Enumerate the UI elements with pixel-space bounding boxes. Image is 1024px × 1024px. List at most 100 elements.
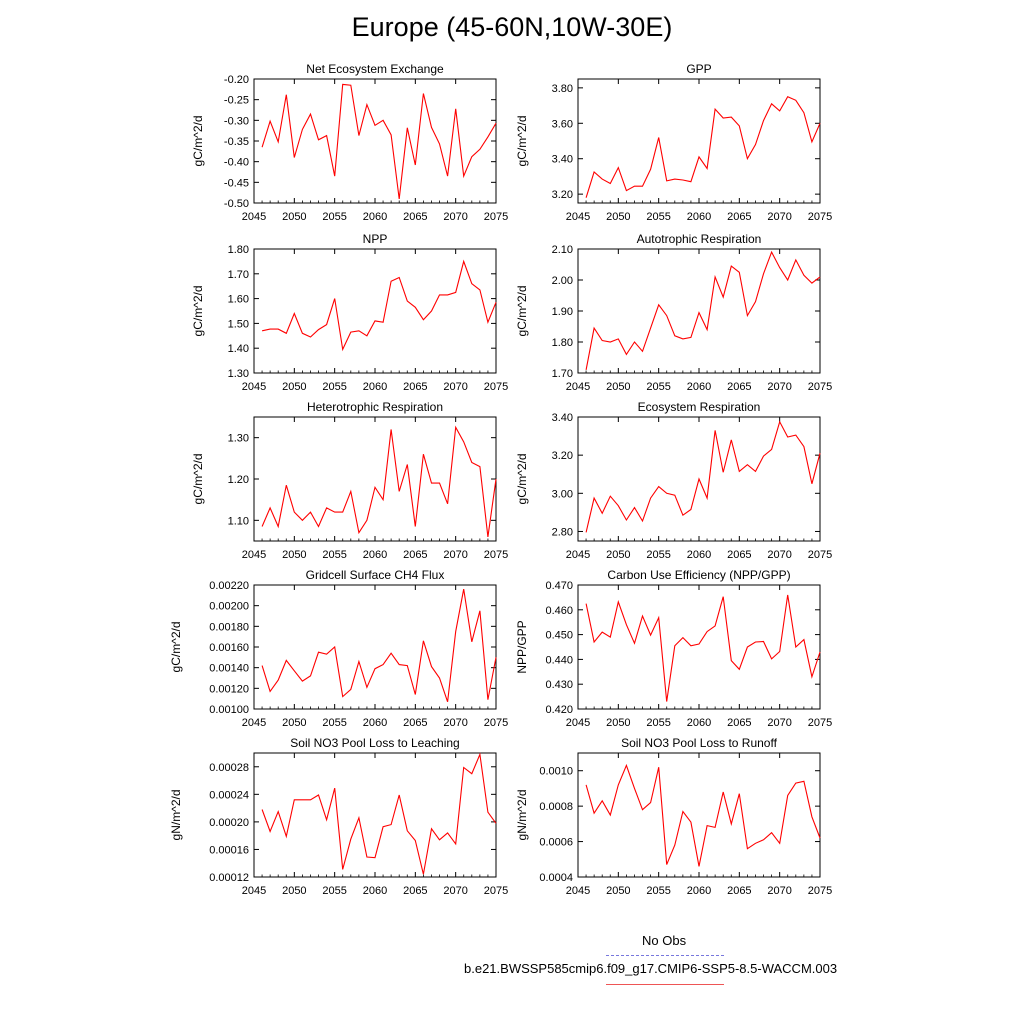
y-tick-label: 0.0010 bbox=[539, 766, 573, 778]
x-tick-label: 2075 bbox=[484, 717, 508, 729]
x-tick-label: 2075 bbox=[808, 549, 832, 561]
x-tick-label: 2045 bbox=[242, 717, 266, 729]
x-tick-label: 2065 bbox=[727, 211, 751, 223]
panel-title: Heterotrophic Respiration bbox=[307, 400, 443, 414]
y-tick-label: 3.20 bbox=[552, 450, 573, 462]
y-tick-label: 1.10 bbox=[228, 515, 249, 527]
y-tick-label: 0.00160 bbox=[209, 642, 249, 654]
x-tick-label: 2070 bbox=[767, 549, 791, 561]
x-tick-label: 2075 bbox=[484, 211, 508, 223]
y-tick-label: 2.00 bbox=[552, 275, 573, 287]
x-tick-label: 2070 bbox=[767, 717, 791, 729]
y-tick-label: 0.00200 bbox=[209, 601, 249, 613]
x-tick-label: 2055 bbox=[646, 549, 670, 561]
plot-frame bbox=[577, 78, 821, 204]
x-tick-label: 2060 bbox=[363, 717, 387, 729]
series-line bbox=[261, 425, 497, 537]
y-tick-label: 0.460 bbox=[545, 605, 573, 617]
y-tick-label: 1.70 bbox=[228, 269, 249, 281]
x-tick-label: 2050 bbox=[606, 885, 630, 897]
x-tick-label: 2045 bbox=[242, 549, 266, 561]
x-tick-label: 2070 bbox=[443, 211, 467, 223]
x-tick-label: 2060 bbox=[687, 549, 711, 561]
x-tick-label: 2055 bbox=[646, 885, 670, 897]
y-tick-label: 0.0008 bbox=[539, 801, 573, 813]
series-line bbox=[261, 752, 497, 875]
y-axis-label: gC/m^2/d bbox=[191, 454, 205, 505]
series-line bbox=[585, 420, 821, 533]
x-tick-label: 2060 bbox=[687, 717, 711, 729]
y-tick-label: -0.40 bbox=[224, 157, 249, 169]
y-tick-label: 0.470 bbox=[545, 580, 573, 592]
x-tick-label: 2055 bbox=[646, 211, 670, 223]
y-tick-label: 0.00024 bbox=[209, 789, 249, 801]
x-tick-label: 2045 bbox=[242, 211, 266, 223]
y-tick-label: 0.00020 bbox=[209, 817, 249, 829]
series-line bbox=[261, 259, 497, 352]
y-tick-label: 1.70 bbox=[552, 368, 573, 380]
y-tick-label: 2.80 bbox=[552, 526, 573, 538]
x-tick-label: 2050 bbox=[606, 381, 630, 393]
x-tick-label: 2075 bbox=[484, 549, 508, 561]
y-tick-label: 1.60 bbox=[228, 294, 249, 306]
panel-3: NPP 2045 2050 2055 2060 2065 2070 2075 1.30 1.40 1… bbox=[191, 232, 508, 393]
y-tick-label: 0.00140 bbox=[209, 663, 249, 675]
y-tick-label: -0.20 bbox=[224, 74, 249, 86]
x-tick-label: 2060 bbox=[363, 381, 387, 393]
x-tick-label: 2065 bbox=[727, 717, 751, 729]
x-tick-label: 2070 bbox=[767, 211, 791, 223]
y-axis-label: NPP/GPP bbox=[515, 620, 529, 673]
x-tick-label: 2055 bbox=[646, 381, 670, 393]
x-tick-label: 2055 bbox=[322, 381, 346, 393]
x-tick-label: 2070 bbox=[767, 885, 791, 897]
y-tick-label: 0.00028 bbox=[209, 762, 249, 774]
plot-frame bbox=[577, 584, 821, 710]
x-tick-label: 2055 bbox=[646, 717, 670, 729]
y-axis-label: gC/m^2/d bbox=[169, 622, 183, 673]
x-tick-label: 2050 bbox=[282, 717, 306, 729]
y-axis-label: gN/m^2/d bbox=[515, 790, 529, 841]
x-tick-label: 2050 bbox=[606, 549, 630, 561]
series-line bbox=[585, 763, 821, 867]
panel-7: Gridcell Surface CH4 Flux 2045 2050 2055 206… bbox=[169, 568, 508, 729]
x-tick-label: 2055 bbox=[322, 549, 346, 561]
panel-title: Net Ecosystem Exchange bbox=[306, 62, 444, 76]
panel-title: GPP bbox=[686, 62, 711, 76]
y-axis-label: gC/m^2/d bbox=[515, 286, 529, 337]
y-tick-label: 0.440 bbox=[545, 654, 573, 666]
panel-1: Net Ecosystem Exchange 2045 2050 2055 2060 20… bbox=[191, 62, 508, 223]
panel-title: Soil NO3 Pool Loss to Leaching bbox=[290, 736, 459, 750]
panel-5: Heterotrophic Respiration 2045 2050 2055 206… bbox=[191, 400, 508, 561]
x-tick-label: 2055 bbox=[322, 885, 346, 897]
y-tick-label: 1.90 bbox=[552, 306, 573, 318]
series-line bbox=[261, 588, 497, 702]
y-axis-label: gC/m^2/d bbox=[515, 116, 529, 167]
plot-frame bbox=[253, 584, 497, 710]
y-axis-label: gN/m^2/d bbox=[169, 790, 183, 841]
plot-frame bbox=[577, 248, 821, 374]
y-tick-label: -0.50 bbox=[224, 198, 249, 210]
x-tick-label: 2070 bbox=[443, 381, 467, 393]
y-tick-label: 0.00012 bbox=[209, 872, 249, 884]
plot-frame bbox=[577, 752, 821, 878]
y-axis-label: gC/m^2/d bbox=[191, 116, 205, 167]
x-tick-label: 2070 bbox=[767, 381, 791, 393]
y-tick-label: -0.25 bbox=[224, 95, 249, 107]
y-tick-label: 0.00180 bbox=[209, 621, 249, 633]
x-tick-label: 2050 bbox=[282, 211, 306, 223]
y-tick-label: 3.40 bbox=[552, 154, 573, 166]
y-tick-label: 1.20 bbox=[228, 474, 249, 486]
y-tick-label: 3.40 bbox=[552, 412, 573, 424]
legend-obs-line bbox=[606, 955, 724, 956]
x-tick-label: 2065 bbox=[727, 549, 751, 561]
x-tick-label: 2060 bbox=[687, 885, 711, 897]
x-tick-label: 2065 bbox=[727, 381, 751, 393]
panel-title: Soil NO3 Pool Loss to Runoff bbox=[621, 736, 778, 750]
legend-case-line bbox=[606, 984, 724, 985]
y-tick-label: 0.450 bbox=[545, 630, 573, 642]
y-tick-label: 0.00100 bbox=[209, 704, 249, 716]
y-tick-label: 2.10 bbox=[552, 244, 573, 256]
panel-6: Ecosystem Respiration 2045 2050 2055 2060 206… bbox=[515, 400, 832, 561]
y-tick-label: 1.80 bbox=[552, 337, 573, 349]
